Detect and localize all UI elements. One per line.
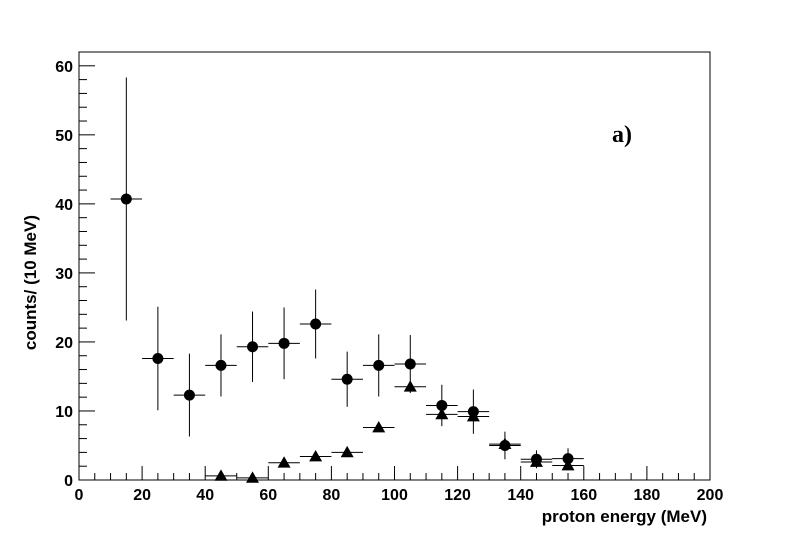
triangle-marker <box>403 380 417 392</box>
circle-marker <box>152 353 164 365</box>
x-tick-label: 40 <box>196 487 214 504</box>
x-tick-label: 140 <box>507 487 534 504</box>
y-tick-label: 40 <box>55 197 73 214</box>
x-tick-label: 160 <box>570 487 597 504</box>
circle-marker <box>120 193 132 205</box>
y-tick-label: 30 <box>55 266 73 283</box>
circle-marker <box>436 399 448 411</box>
x-tick-label: 200 <box>697 487 724 504</box>
circle-marker <box>215 359 227 371</box>
y-tick-label: 20 <box>55 335 73 352</box>
y-tick-label: 60 <box>55 59 73 76</box>
triangle-marker <box>309 450 323 462</box>
triangle-marker <box>561 459 575 471</box>
triangle-marker <box>529 455 543 467</box>
x-axis-label: proton energy (MeV) <box>542 507 707 526</box>
triangle-marker <box>435 407 449 420</box>
y-tick-label: 50 <box>55 128 73 145</box>
triangle-marker <box>246 471 260 483</box>
x-tick-label: 20 <box>133 487 151 504</box>
y-tick-label: 10 <box>55 404 73 421</box>
triangle-marker <box>498 437 512 449</box>
circle-marker <box>562 453 574 465</box>
circle-marker <box>310 318 322 330</box>
y-tick-label: 0 <box>64 473 73 490</box>
circle-marker <box>373 359 385 371</box>
marks-layer <box>110 77 584 483</box>
x-tick-label: 100 <box>381 487 408 504</box>
y-axis-label: counts/ (10 MeV) <box>21 215 40 350</box>
x-tick-label: 80 <box>323 487 341 504</box>
plot-frame <box>78 51 711 481</box>
x-tick-label: 0 <box>75 487 84 504</box>
circle-marker <box>183 389 195 401</box>
triangle-marker <box>466 409 480 422</box>
triangle-marker <box>372 421 386 433</box>
circle-marker <box>278 337 290 349</box>
panel-label: a) <box>612 122 632 148</box>
x-tick-label: 120 <box>444 487 471 504</box>
triangle-marker <box>277 456 291 468</box>
x-tick-label: 60 <box>259 487 277 504</box>
x-tick-label: 180 <box>634 487 661 504</box>
circle-marker <box>341 373 353 385</box>
triangle-marker <box>340 445 354 458</box>
axes-layer: 0 20 40 60 80 100 120 140 160 180 200 0 10 20 30 40 50 60 <box>55 51 724 504</box>
triangle-marker <box>214 469 228 481</box>
circle-marker <box>247 341 259 353</box>
circle-marker <box>404 358 416 370</box>
